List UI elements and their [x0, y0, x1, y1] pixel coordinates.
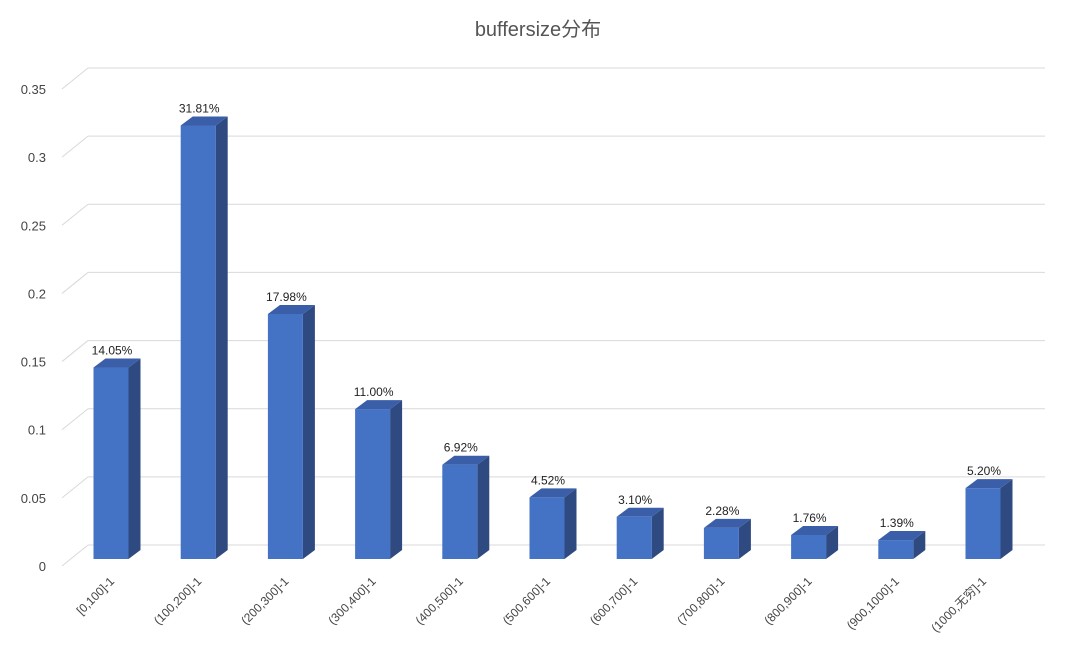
bar-top [180, 116, 228, 126]
data-labels: 14.05% 31.81% 17.98% 11.00% 6.92% 4.52% 3.10% 2… [92, 101, 1002, 530]
bar-side [913, 531, 926, 559]
data-label: 14.05% [92, 344, 133, 358]
bar-top [878, 531, 926, 541]
bar [93, 358, 141, 559]
bar-top [616, 507, 664, 517]
x-tick-label: (100,200]-1 [151, 574, 205, 628]
chart-title: buffersize分布 [475, 18, 601, 41]
bar-front [355, 409, 391, 559]
bar-front [180, 125, 216, 559]
x-tick-label: (800,900]-1 [761, 574, 815, 628]
y-tick-label: 0.2 [28, 286, 46, 301]
bar-side [477, 455, 490, 559]
bar [267, 304, 315, 559]
bar-top [529, 488, 577, 498]
data-label: 11.00% [354, 385, 394, 399]
x-tick-label: [0,100]-1 [74, 574, 118, 618]
bar-side [826, 526, 839, 559]
bar-side [564, 488, 577, 559]
bar-side [1000, 479, 1013, 559]
bar-top [791, 526, 839, 536]
y-tick-label: 0.1 [28, 423, 46, 438]
bar-side [215, 116, 228, 559]
y-tick-label: 0.35 [21, 82, 46, 97]
bar-front [529, 497, 565, 559]
x-tick-label: (500,600]-1 [500, 574, 554, 628]
data-label: 5.20% [967, 464, 1001, 478]
bar-front [791, 535, 827, 559]
bar [878, 531, 926, 559]
y-tick-label: 0.25 [21, 218, 46, 233]
x-tick-label: (1000,无穷]-1 [928, 573, 990, 635]
bar-side [128, 358, 141, 559]
bar-side [302, 304, 315, 559]
data-label: 6.92% [444, 441, 478, 455]
data-label: 1.39% [880, 516, 914, 530]
bar-side [390, 400, 403, 559]
x-tick-label: (200,300]-1 [238, 574, 292, 628]
gridline-depth [61, 272, 89, 294]
x-tick-label: (300,400]-1 [325, 574, 379, 628]
bar-front [93, 367, 129, 559]
y-tick-label: 0.05 [21, 491, 46, 506]
data-label: 31.81% [179, 101, 220, 115]
gridline-depth [61, 476, 89, 499]
data-label: 3.10% [618, 493, 652, 507]
y-tick-label: 0 [39, 559, 46, 574]
data-label: 17.98% [266, 290, 307, 304]
bar [965, 479, 1013, 559]
x-tick-label: (600,700]-1 [587, 574, 641, 628]
bar-top [267, 304, 315, 314]
bar-side [738, 518, 751, 559]
bar [529, 488, 577, 559]
y-tick-label: 0.15 [21, 355, 46, 370]
x-axis-ticks: [0,100]-1 (100,200]-1 (200,300]-1 (300,400]… [74, 573, 990, 635]
bar-top [355, 400, 403, 410]
bar-top [965, 479, 1013, 489]
bar-front [703, 527, 739, 559]
x-tick-label: (900,1000]-1 [844, 574, 902, 632]
bar-top [442, 455, 490, 465]
bar [180, 116, 228, 559]
gridline-depth [61, 408, 89, 431]
bar-front [965, 488, 1001, 559]
bar-front [442, 464, 478, 559]
y-axis-ticks: 0 0.05 0.1 0.15 0.2 0.25 0.3 0.35 [21, 82, 46, 574]
bar-side [651, 507, 664, 559]
grid-lines [61, 67, 1045, 567]
gridline-depth [61, 135, 89, 158]
y-tick-label: 0.3 [28, 150, 46, 165]
gridline-depth [61, 67, 89, 90]
bars [93, 116, 1013, 559]
gridline-depth [61, 340, 89, 362]
x-tick-label: (400,500]-1 [413, 574, 467, 628]
bar-front [267, 313, 303, 559]
x-tick-label: (700,800]-1 [674, 574, 728, 628]
bar [355, 400, 403, 559]
bar [616, 507, 664, 559]
bar-top [93, 358, 141, 368]
bar [442, 455, 490, 559]
gridline-depth [61, 544, 89, 567]
bar [703, 518, 751, 559]
data-label: 2.28% [705, 504, 739, 518]
bar-top [703, 518, 751, 528]
data-label: 1.76% [793, 511, 827, 525]
gridline-depth [61, 203, 89, 226]
bar-front [616, 516, 652, 559]
bar-front [878, 540, 914, 559]
data-label: 4.52% [531, 473, 565, 487]
bar [791, 526, 839, 559]
